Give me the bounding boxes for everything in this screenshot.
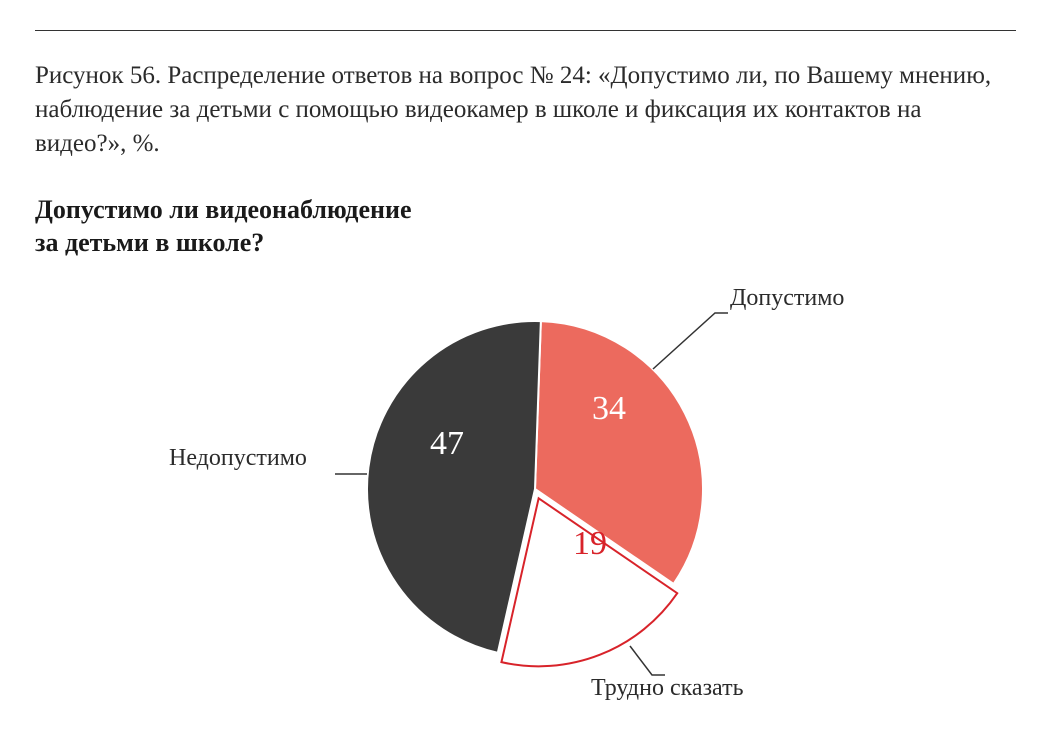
figure-caption: Рисунок 56. Распределение ответов на воп… xyxy=(35,59,1016,160)
slice-value: 19 xyxy=(573,525,607,562)
slice-value: 34 xyxy=(592,390,626,427)
slice-label: Недопустимо xyxy=(169,445,307,472)
chart-title-line2: за детьми в школе? xyxy=(35,228,264,257)
pie-chart: 34 19 47 Допустимо Трудно сказать Недопустим… xyxy=(35,279,1016,709)
slice-label: Трудно сказать xyxy=(591,675,744,702)
leader-line xyxy=(630,646,665,675)
slice-label: Допустимо xyxy=(730,285,844,312)
chart-title-line1: Допустимо ли видеонаблюдение xyxy=(35,195,412,224)
horizontal-rule xyxy=(35,30,1016,31)
leader-line xyxy=(653,313,728,369)
chart-title: Допустимо ли видеонаблюдение за детьми в… xyxy=(35,194,1016,259)
pie-svg: 34 19 47 xyxy=(35,279,1035,709)
slice-value: 47 xyxy=(430,425,464,462)
